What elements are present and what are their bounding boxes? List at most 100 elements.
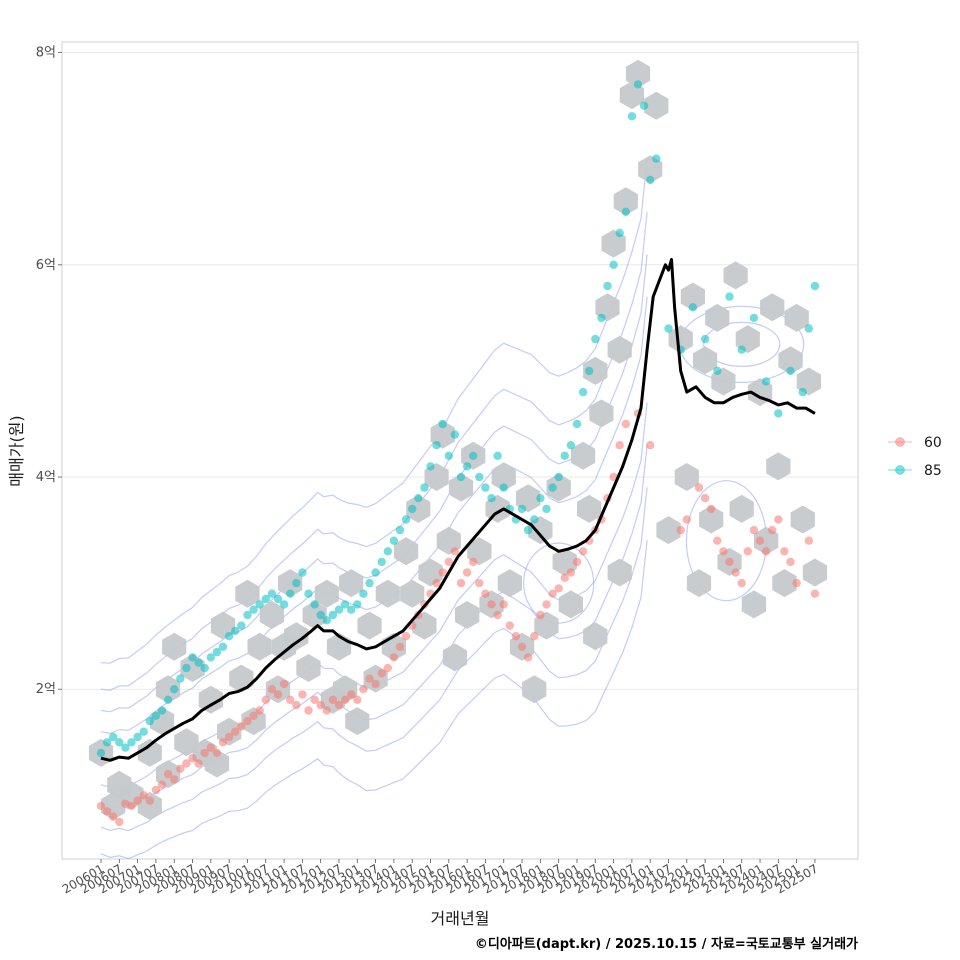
point-series-60 (469, 557, 478, 567)
point-series-60 (432, 578, 441, 588)
point-series-85 (310, 600, 319, 609)
point-series-85 (639, 101, 649, 110)
hexbin (448, 473, 474, 502)
point-series-60 (249, 711, 258, 720)
point-series-60 (115, 817, 124, 827)
point-series-60 (475, 578, 484, 588)
hexbin (442, 643, 467, 672)
point-series-85 (96, 748, 106, 758)
point-series-60 (237, 722, 246, 731)
point-series-60 (212, 748, 222, 758)
point-series-60 (310, 695, 319, 704)
point-series-85 (591, 334, 600, 344)
point-series-85 (481, 483, 490, 492)
point-series-85 (188, 653, 197, 662)
hexbin (156, 675, 181, 704)
point-series-60 (304, 706, 313, 715)
point-series-85 (389, 536, 399, 545)
point-series-85 (218, 642, 228, 651)
point-series-85 (646, 175, 655, 185)
panel-border (61, 41, 859, 860)
point-series-85 (261, 594, 270, 604)
point-series-85 (444, 451, 453, 460)
point-series-60 (163, 769, 173, 779)
point-series-85 (163, 695, 173, 704)
point-series-85 (151, 711, 161, 720)
point-series-60 (365, 674, 374, 683)
point-series-60 (768, 525, 777, 535)
legend-label-60: 60 (924, 435, 942, 451)
hexbin (589, 399, 614, 428)
point-series-85 (316, 610, 325, 620)
point-series-85 (737, 345, 746, 354)
point-series-60 (713, 536, 722, 545)
point-series-60 (646, 441, 655, 450)
point-series-60 (359, 685, 368, 694)
hexbin (339, 569, 364, 598)
point-series-60 (792, 578, 801, 588)
point-series-85 (700, 334, 710, 344)
point-series-85 (603, 281, 612, 291)
hexbin (644, 91, 669, 120)
point-series-60 (554, 584, 563, 593)
point-series-60 (176, 764, 185, 773)
point-series-60 (353, 695, 362, 704)
point-series-60 (298, 690, 307, 699)
hexbin (302, 601, 327, 629)
point-series-85 (237, 621, 246, 630)
y-axis-title: 매매가(원) (7, 415, 26, 486)
point-series-85 (536, 494, 545, 503)
point-series-85 (621, 207, 630, 216)
hexbin (723, 261, 748, 290)
legend-item-60: 60 (888, 435, 942, 451)
hexbin (546, 473, 571, 502)
point-series-85 (456, 472, 466, 482)
point-series-85 (560, 451, 569, 460)
point-series-85 (627, 112, 637, 121)
point-series-85 (139, 727, 148, 736)
point-series-85 (224, 632, 234, 641)
hexbin (705, 303, 730, 332)
point-series-60 (328, 695, 338, 704)
point-series-60 (261, 695, 270, 704)
hexbin (284, 622, 309, 651)
point-series-60 (157, 780, 167, 789)
density-contour (523, 542, 595, 624)
point-series-60 (481, 589, 490, 598)
point-series-85 (664, 324, 673, 333)
point-series-85 (109, 732, 118, 742)
point-series-85 (609, 260, 618, 269)
point-series-85 (157, 706, 167, 715)
point-series-60 (255, 706, 264, 715)
point-series-60 (340, 695, 350, 704)
hexbin (583, 622, 608, 651)
point-series-60 (804, 536, 813, 545)
point-series-60 (743, 547, 752, 556)
hexbin (693, 346, 718, 375)
point-series-60 (749, 525, 759, 535)
legend-key-60 (895, 437, 905, 447)
point-series-85 (395, 525, 405, 535)
point-series-60 (731, 568, 740, 577)
y-tick-label: 4억 (36, 470, 56, 485)
plot-panel (61, 41, 859, 860)
point-series-60 (145, 796, 154, 805)
density-contour (100, 212, 648, 691)
point-series-85 (383, 547, 392, 556)
point-series-60 (694, 483, 704, 492)
point-series-60 (578, 547, 588, 556)
density-contour (100, 444, 648, 810)
point-series-85 (176, 674, 185, 683)
point-series-60 (682, 515, 691, 524)
hexbin (259, 601, 284, 629)
point-series-85 (206, 653, 215, 662)
point-series-85 (585, 366, 594, 376)
point-series-85 (347, 605, 356, 614)
point-series-60 (774, 515, 783, 524)
source-caption: ©디아파트(dapt.kr) / 2025.10.15 / 자료=국토교통부 실… (474, 937, 858, 952)
hexbin (613, 187, 638, 216)
point-series-60 (761, 547, 771, 556)
point-series-60 (725, 557, 734, 567)
hexbin (375, 579, 400, 608)
point-series-60 (371, 679, 380, 689)
